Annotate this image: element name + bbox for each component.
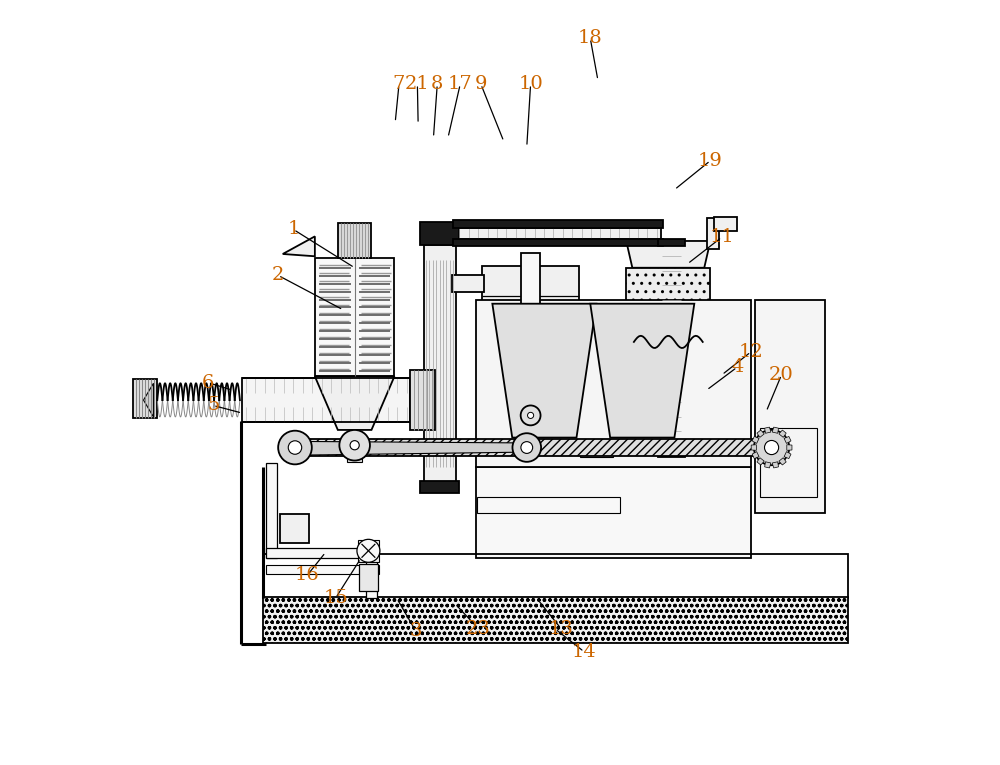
Polygon shape xyxy=(779,457,786,465)
Text: 8: 8 xyxy=(431,75,443,93)
Polygon shape xyxy=(772,427,779,433)
Polygon shape xyxy=(779,430,786,438)
Circle shape xyxy=(528,412,534,418)
Bar xyxy=(280,514,309,543)
Bar xyxy=(266,548,369,558)
Bar xyxy=(707,218,719,249)
Polygon shape xyxy=(757,430,764,438)
Bar xyxy=(453,239,663,246)
Polygon shape xyxy=(590,304,694,438)
Text: 2: 2 xyxy=(272,266,284,285)
Bar xyxy=(476,467,751,558)
Polygon shape xyxy=(772,462,779,468)
Polygon shape xyxy=(752,437,759,444)
Bar xyxy=(658,450,685,457)
Bar xyxy=(755,300,825,513)
Text: 20: 20 xyxy=(769,366,794,384)
Bar xyxy=(452,275,484,292)
Bar xyxy=(263,597,848,643)
Bar xyxy=(420,481,459,493)
Text: 7: 7 xyxy=(393,75,405,93)
Bar xyxy=(266,463,277,558)
Polygon shape xyxy=(492,304,596,438)
Polygon shape xyxy=(757,457,764,465)
Text: 19: 19 xyxy=(698,151,723,170)
Bar xyxy=(420,222,459,245)
Polygon shape xyxy=(144,383,153,417)
Polygon shape xyxy=(787,444,792,451)
Polygon shape xyxy=(315,376,394,430)
Text: 17: 17 xyxy=(448,75,473,93)
Polygon shape xyxy=(784,437,791,444)
Bar xyxy=(359,564,378,591)
Text: 9: 9 xyxy=(475,75,487,93)
Bar xyxy=(521,253,540,326)
Bar xyxy=(366,548,377,598)
Text: 3: 3 xyxy=(410,622,422,640)
Text: 6: 6 xyxy=(202,373,214,392)
Text: 13: 13 xyxy=(549,620,574,638)
Polygon shape xyxy=(283,236,315,256)
Bar xyxy=(365,542,373,554)
Bar xyxy=(347,458,362,462)
Text: 1: 1 xyxy=(287,220,300,239)
Bar xyxy=(133,379,157,418)
Bar xyxy=(410,370,435,430)
Text: 11: 11 xyxy=(709,228,734,246)
Bar xyxy=(760,428,817,497)
Text: 10: 10 xyxy=(518,75,543,93)
Circle shape xyxy=(357,539,380,562)
Circle shape xyxy=(754,430,789,465)
Text: 12: 12 xyxy=(739,343,763,361)
Bar xyxy=(476,300,751,467)
Text: 23: 23 xyxy=(466,620,491,638)
Bar xyxy=(315,258,394,376)
Polygon shape xyxy=(765,462,771,468)
Bar xyxy=(358,540,379,562)
Circle shape xyxy=(512,433,541,462)
Text: 21: 21 xyxy=(405,75,430,93)
Text: 15: 15 xyxy=(323,589,348,607)
Circle shape xyxy=(278,431,312,464)
Bar xyxy=(295,439,772,456)
Circle shape xyxy=(288,441,302,454)
Bar xyxy=(482,266,579,320)
Circle shape xyxy=(521,405,541,425)
Text: 4: 4 xyxy=(731,358,743,376)
Text: 18: 18 xyxy=(578,29,603,47)
Bar xyxy=(338,223,371,258)
Bar xyxy=(266,565,379,574)
Bar xyxy=(242,378,410,422)
Polygon shape xyxy=(482,320,579,405)
Polygon shape xyxy=(752,451,759,458)
Bar xyxy=(477,497,620,513)
Bar xyxy=(263,554,848,598)
Polygon shape xyxy=(765,427,771,433)
Bar xyxy=(424,245,456,482)
Text: 14: 14 xyxy=(572,643,597,661)
Polygon shape xyxy=(784,451,791,458)
Bar xyxy=(453,220,663,228)
Bar xyxy=(714,217,737,231)
Circle shape xyxy=(521,441,533,454)
Polygon shape xyxy=(297,441,525,455)
Text: 16: 16 xyxy=(295,566,320,584)
Polygon shape xyxy=(626,241,710,268)
Bar xyxy=(661,252,682,450)
Circle shape xyxy=(765,441,779,454)
Circle shape xyxy=(339,430,370,461)
Bar xyxy=(456,228,661,239)
Polygon shape xyxy=(751,444,756,451)
Bar xyxy=(626,268,710,422)
Bar xyxy=(658,239,685,246)
Bar xyxy=(523,425,538,450)
Bar xyxy=(580,442,613,457)
Text: 5: 5 xyxy=(207,396,219,415)
Circle shape xyxy=(350,441,359,450)
